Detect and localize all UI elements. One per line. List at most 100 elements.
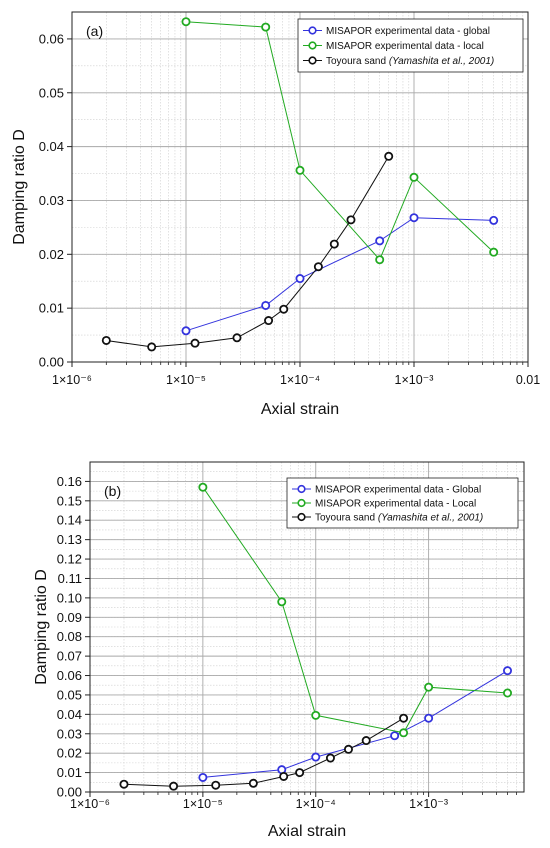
x-tick-label: 1×10⁻⁴ [280, 373, 320, 387]
data-point [424, 713, 434, 723]
chart-panel-2: 1×10⁻⁶ 1×10⁻⁵ 1×10⁻⁴ 1×10⁻³ 0.00 0.01 0.02 0.03… [33, 461, 525, 840]
x-tick-label: 1×10⁻³ [409, 797, 448, 811]
data-point [261, 300, 271, 310]
y-tick-label: 0.11 [58, 571, 82, 586]
series-line [185, 21, 495, 261]
data-point [295, 165, 305, 175]
y-tick-label: 0.04 [39, 139, 64, 154]
data-point [399, 728, 409, 738]
x-tick-label: 1×10⁻⁵ [183, 797, 223, 811]
y-tick-label: 0.06 [39, 31, 64, 46]
y-tick-label: 0.02 [57, 746, 82, 761]
panel-label: (a) [86, 23, 103, 39]
x-tick-label: 1×10⁻⁶ [52, 373, 92, 387]
plot-frame [89, 461, 525, 793]
y-tick-label: 0.06 [57, 668, 82, 683]
y-tick-label: 0.13 [57, 532, 82, 547]
data-point [169, 781, 179, 791]
data-point [409, 172, 419, 182]
data-point [409, 213, 419, 223]
data-point [343, 744, 353, 754]
y-axis-title: Damping ratio D [11, 129, 28, 245]
legend-swatch-marker [308, 26, 317, 35]
x-tick-label: 1×10⁻³ [395, 373, 434, 387]
series-line [123, 717, 404, 787]
legend-swatch-marker [308, 41, 317, 50]
chart-panel-1: 1×10⁻⁶ 1×10⁻⁵ 1×10⁻⁴ 1×10⁻³ 0.01 0.00 0.01 0.02… [11, 11, 540, 418]
data-point [311, 752, 321, 762]
legend-swatch-marker [308, 56, 317, 65]
y-tick-label: 0.09 [57, 610, 82, 625]
x-axis-title: Axial strain [261, 401, 339, 418]
y-tick-label: 0.00 [57, 785, 82, 800]
data-point [489, 247, 499, 257]
y-tick-label: 0.05 [39, 85, 64, 100]
y-tick-label: 0.14 [57, 513, 82, 528]
data-point [489, 215, 499, 225]
legend-entry: MISAPOR experimental data - Local [315, 499, 476, 510]
series-3 [119, 713, 409, 791]
panel-label: (b) [104, 483, 121, 499]
y-tick-label: 0.04 [57, 707, 82, 722]
legend-swatch-marker [297, 498, 306, 508]
data-point [399, 713, 409, 723]
y-tick-label: 0.05 [57, 687, 82, 702]
y-tick-label: 0.08 [57, 629, 82, 644]
legend: MISAPOR experimental data - Global MISAPO… [286, 477, 519, 529]
data-point [384, 151, 394, 161]
data-point [190, 338, 200, 348]
x-axis-title: Axial strain [268, 823, 346, 840]
data-point [232, 333, 242, 343]
data-point [503, 666, 513, 676]
y-tick-label: 0.10 [57, 590, 82, 605]
data-point [390, 731, 400, 741]
data-point [313, 262, 323, 272]
data-point [375, 236, 385, 246]
data-point [119, 779, 129, 789]
data-point [295, 768, 305, 778]
data-point [279, 771, 289, 781]
grid [72, 12, 528, 362]
data-point [503, 688, 513, 698]
x-tick-label: 1×10⁻⁶ [70, 797, 110, 811]
series-2 [181, 17, 499, 265]
axes: 1×10⁻⁶ 1×10⁻⁵ 1×10⁻⁴ 1×10⁻³ 0.01 0.00 0.01 0.02… [11, 31, 540, 418]
data-point [329, 239, 339, 249]
series-line [106, 156, 390, 348]
series-2 [198, 482, 513, 738]
data-point [325, 753, 335, 763]
y-tick-label: 0.03 [39, 193, 64, 208]
legend-swatch-marker [297, 512, 306, 522]
y-axis-title: Damping ratio D [33, 569, 50, 685]
data-point [311, 710, 321, 720]
data-point [279, 304, 289, 314]
y-tick-label: 0.03 [57, 726, 82, 741]
y-tick-label: 0.01 [39, 301, 64, 316]
series-1 [181, 213, 499, 336]
legend: MISAPOR experimental data - global MISAPO… [297, 18, 524, 73]
y-tick-label: 0.07 [57, 649, 82, 664]
series-line [185, 217, 494, 332]
legend-box [286, 477, 519, 529]
data-point [361, 736, 371, 746]
data-point [101, 335, 111, 345]
legend-entry: MISAPOR experimental data - Global [315, 485, 481, 496]
x-tick-label: 1×10⁻⁴ [296, 797, 336, 811]
data-point [295, 274, 305, 284]
axes: 1×10⁻⁶ 1×10⁻⁵ 1×10⁻⁴ 1×10⁻³ 0.00 0.01 0.02 0.03… [33, 474, 517, 840]
data-point [424, 682, 434, 692]
legend-entry: MISAPOR experimental data - global [326, 26, 490, 37]
y-tick-label: 0.16 [57, 474, 82, 489]
y-tick-label: 0.01 [57, 765, 82, 780]
data-point [346, 215, 356, 225]
legend-entry: MISAPOR experimental data - local [326, 41, 484, 52]
legend-box [297, 18, 524, 73]
series-3 [101, 151, 394, 352]
legend-swatch-marker [297, 484, 306, 494]
data-point [181, 17, 191, 27]
data-point [261, 22, 271, 32]
data-point [375, 255, 385, 265]
x-tick-label: 0.01 [516, 373, 540, 387]
data-point [181, 326, 191, 336]
